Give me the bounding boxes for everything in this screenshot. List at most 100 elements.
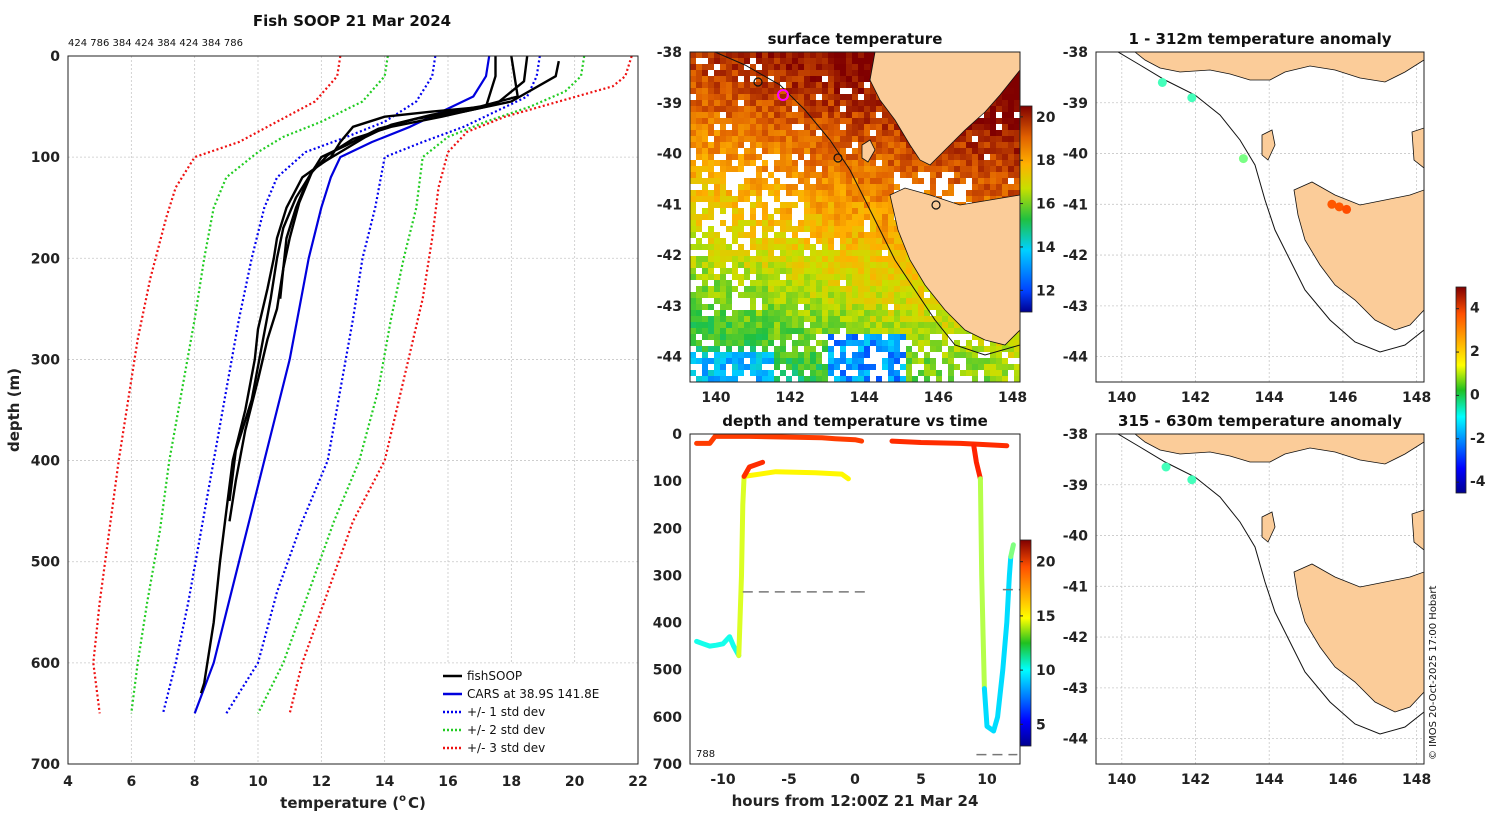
sst-pixel (864, 250, 870, 256)
timeseries-colorbar-tick-label: 20 (1036, 555, 1056, 571)
sst-pixel (792, 310, 798, 316)
sst-pixel (816, 274, 822, 280)
sst-ytick-label: -43 (657, 299, 682, 315)
sst-pixel (762, 136, 768, 142)
sst-pixel (846, 154, 852, 160)
sst-pixel (894, 316, 900, 322)
sst-pixel (738, 256, 744, 262)
anomaly-bottom-xtick-label: 148 (1402, 772, 1431, 788)
sst-pixel (882, 232, 888, 238)
sst-pixel (846, 232, 852, 238)
sst-pixel (780, 100, 786, 106)
sst-pixel (828, 346, 834, 352)
sst-pixel (996, 352, 1002, 358)
sst-pixel (744, 82, 750, 88)
sst-pixel (738, 262, 744, 268)
sst-pixel (828, 88, 834, 94)
sst-pixel (750, 220, 756, 226)
sst-pixel (744, 106, 750, 112)
sst-pixel (930, 160, 936, 166)
sst-pixel (852, 364, 858, 370)
sst-pixel (858, 124, 864, 130)
sst-pixel (870, 178, 876, 184)
sst-pixel (780, 76, 786, 82)
sst-pixel (756, 220, 762, 226)
sst-pixel (870, 238, 876, 244)
sst-pixel (882, 196, 888, 202)
anomaly-bottom-shelf-contour (1117, 434, 1424, 735)
sst-pixel (942, 148, 948, 154)
sst-pixel (798, 64, 804, 70)
sst-pixel (984, 364, 990, 370)
sst-pixel (690, 226, 696, 232)
sst-pixel (792, 118, 798, 124)
sst-pixel (870, 106, 876, 112)
sst-pixel (936, 376, 942, 382)
sst-pixel (846, 250, 852, 256)
sst-pixel (762, 316, 768, 322)
sst-pixel (732, 274, 738, 280)
sst-pixel (966, 124, 972, 130)
sst-pixel (708, 142, 714, 148)
sst-pixel (756, 52, 762, 58)
sst-pixel (852, 310, 858, 316)
sst-pixel (822, 340, 828, 346)
sst-pixel (954, 166, 960, 172)
sst-pixel (720, 172, 726, 178)
sst-pixel (750, 190, 756, 196)
sst-pixel (702, 316, 708, 322)
sst-pixel (804, 280, 810, 286)
sst-pixel (852, 244, 858, 250)
sst-pixel (954, 136, 960, 142)
sst-pixel (714, 358, 720, 364)
sst-pixel (774, 262, 780, 268)
sst-pixel (852, 334, 858, 340)
sst-pixel (966, 370, 972, 376)
sst-pixel (834, 154, 840, 160)
sst-pixel (708, 160, 714, 166)
anomaly-top-point (1334, 202, 1344, 212)
sst-pixel (894, 292, 900, 298)
sst-pixel (930, 184, 936, 190)
sst-pixel (714, 82, 720, 88)
sst-pixel (858, 352, 864, 358)
sst-pixel (804, 52, 810, 58)
timeseries-colorbar-tick-label: 5 (1036, 717, 1046, 733)
anomaly-bottom-land-kingisland (1261, 511, 1276, 543)
sst-pixel (720, 202, 726, 208)
sst-pixel (846, 214, 852, 220)
sst-pixel (864, 280, 870, 286)
sst-pixel (696, 70, 702, 76)
sst-pixel (918, 310, 924, 316)
sst-pixel (768, 142, 774, 148)
sst-pixel (846, 70, 852, 76)
sst-pixel (750, 334, 756, 340)
sst-pixel (864, 316, 870, 322)
sst-pixel (984, 124, 990, 130)
sst-pixel (720, 358, 726, 364)
sst-pixel (696, 64, 702, 70)
sst-pixel (1002, 118, 1008, 124)
sst-pixel (846, 130, 852, 136)
sst-pixel (834, 142, 840, 148)
sst-pixel (924, 286, 930, 292)
sst-pixel (810, 82, 816, 88)
sst-pixel (810, 298, 816, 304)
sst-pixel (840, 346, 846, 352)
sst-pixel (990, 112, 996, 118)
sst-pixel (960, 166, 966, 172)
sst-pixel (894, 250, 900, 256)
sst-pixel (852, 94, 858, 100)
sst-pixel (702, 262, 708, 268)
sst-pixel (786, 118, 792, 124)
sst-pixel (732, 334, 738, 340)
sst-pixel (798, 106, 804, 112)
sst-pixel (732, 142, 738, 148)
sst-pixel (708, 106, 714, 112)
sst-pixel (732, 154, 738, 160)
sst-pixel (798, 262, 804, 268)
sst-pixel (852, 166, 858, 172)
sst-pixel (690, 328, 696, 334)
sst-pixel (762, 118, 768, 124)
sst-pixel (750, 292, 756, 298)
